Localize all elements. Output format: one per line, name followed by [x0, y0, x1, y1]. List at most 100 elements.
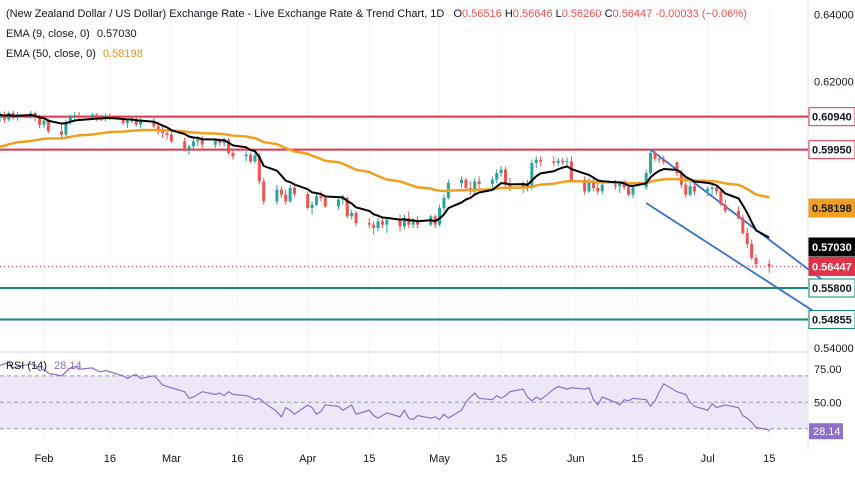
candle-body — [90, 114, 94, 118]
ema50-legend: EMA (50, close, 0) 0.58198 — [6, 48, 143, 60]
candle-body — [552, 161, 556, 163]
ohlc-close-key: C — [604, 8, 613, 20]
candle-body — [723, 204, 727, 211]
candle-body — [169, 134, 173, 142]
level-tag-support — [808, 278, 855, 298]
candle-body — [125, 121, 129, 123]
candle-body — [121, 118, 125, 123]
candle-body — [745, 233, 749, 244]
candle-body — [385, 219, 389, 225]
candle-body — [341, 198, 345, 200]
level-label-support: 0.55800 — [812, 283, 852, 295]
ema9-legend: EMA (9, close, 0) 0.57030 — [6, 28, 137, 40]
y-tick-label: 0.64000 — [814, 10, 854, 22]
ema50-legend-value: 0.58198 — [102, 48, 143, 60]
rsi-tick-label: 75.00 — [814, 364, 842, 376]
candle-body — [653, 153, 657, 159]
level-label-support: 0.54855 — [812, 315, 852, 327]
candle-body — [657, 158, 661, 160]
x-tick-label: 16 — [231, 453, 243, 465]
horizontal-levels — [0, 115, 808, 321]
candle-body — [688, 186, 692, 195]
candle-body — [275, 189, 279, 202]
candle-body — [64, 122, 68, 135]
candle-body — [631, 187, 635, 195]
candle-body — [460, 179, 464, 183]
candle-body — [508, 184, 512, 188]
candle-body — [675, 162, 679, 173]
candle-body — [253, 155, 257, 162]
ema9-legend-value: 0.57030 — [96, 28, 137, 40]
candle-body — [693, 186, 697, 192]
candle-body — [521, 183, 525, 188]
candle-body — [187, 146, 191, 150]
candle-body — [750, 244, 754, 258]
candle-body — [583, 179, 587, 192]
candle-body — [73, 115, 77, 117]
candle-body — [644, 173, 648, 188]
candle-body — [411, 220, 415, 225]
candle-body — [380, 221, 384, 225]
x-tick-label: Jul — [701, 453, 715, 465]
candle-body — [2, 114, 6, 120]
candle-body — [587, 180, 591, 192]
candle-body — [627, 187, 631, 195]
candle-body — [38, 118, 42, 125]
x-tick-label: May — [429, 453, 450, 465]
candle-body — [7, 113, 11, 120]
x-tick-label: 15 — [631, 453, 643, 465]
candle-body — [530, 163, 534, 188]
candle-body — [622, 183, 626, 188]
candle-body — [310, 204, 314, 208]
candle-body — [319, 196, 323, 198]
candle-body — [662, 159, 666, 162]
x-tick-label: Jun — [567, 453, 585, 465]
candle-body — [618, 183, 622, 187]
rsi-value-tag — [809, 423, 843, 440]
price-tag-current — [808, 256, 855, 276]
candle-body — [613, 184, 617, 187]
candle-body — [649, 153, 653, 173]
price-label-ema9: 0.57030 — [812, 242, 852, 254]
candle-body — [231, 153, 235, 157]
candle-body — [218, 140, 222, 143]
price-label-current: 0.56447 — [812, 261, 852, 273]
rsi-legend-label: RSI (14) — [6, 360, 47, 372]
candle-body — [398, 219, 402, 227]
candle-body — [442, 198, 446, 208]
rsi-tick-label: 50.00 — [814, 397, 842, 409]
candle-body — [569, 161, 573, 180]
candle-body — [0, 114, 2, 118]
candle-body — [534, 159, 538, 163]
y-tick-label: 0.54000 — [814, 343, 854, 355]
candle-body — [591, 180, 595, 188]
candle-body — [16, 115, 20, 118]
candle-body — [503, 169, 507, 185]
level-label-resistance: 0.59950 — [812, 145, 852, 157]
candle-body — [306, 194, 310, 208]
candle-body — [165, 133, 169, 135]
ohlc-low-key: L — [555, 8, 562, 20]
candle-body — [565, 161, 569, 163]
candle-body — [561, 160, 565, 162]
candle-body — [499, 169, 503, 173]
candle-body — [367, 223, 371, 225]
rsi-panel: 75.00 50.00 28.14 — [0, 361, 843, 440]
candle-body — [213, 140, 217, 145]
candle-body — [222, 139, 226, 143]
candle-body — [741, 218, 745, 233]
price-labels: 0.60940 0.59950 0.55800 0.54855 0.58198 0.570… — [808, 107, 855, 329]
candle-body — [279, 189, 283, 195]
candle-body — [490, 179, 494, 184]
candle-body — [719, 191, 723, 205]
candle-body — [600, 184, 604, 192]
price-tag-ema9 — [808, 237, 855, 257]
grid — [0, 0, 809, 450]
candle-body — [134, 118, 138, 125]
candle-body — [710, 187, 714, 189]
price-tag-ema50 — [808, 198, 855, 218]
candle-body — [754, 258, 758, 264]
ema9-line — [0, 113, 770, 239]
x-tick-label: 16 — [104, 453, 116, 465]
